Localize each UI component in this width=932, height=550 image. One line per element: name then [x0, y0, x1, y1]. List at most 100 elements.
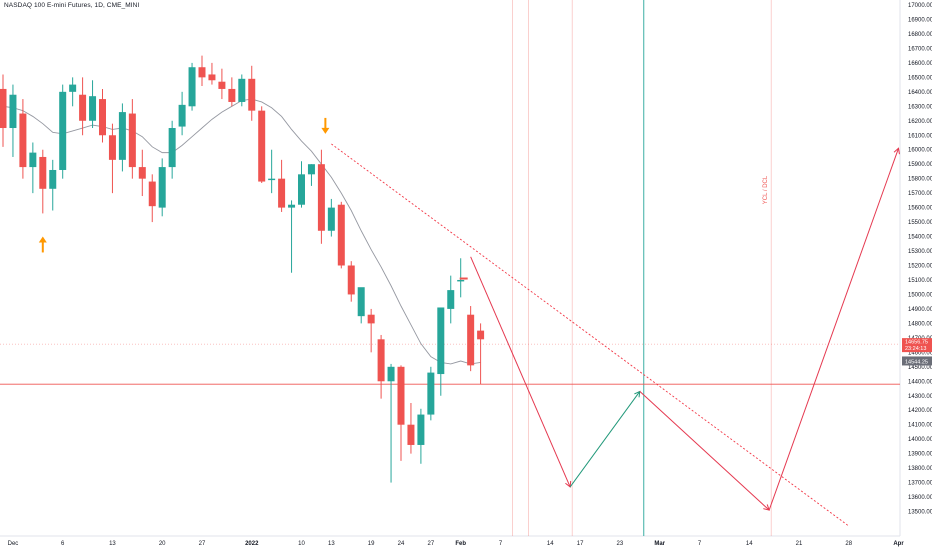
- candle-body: [118, 112, 126, 160]
- candle: [178, 91, 186, 136]
- candle: [69, 77, 77, 107]
- y-tick-label: 16900.00: [908, 17, 932, 23]
- projection-leg-1: [470, 256, 571, 488]
- y-tick-label: 15800.00: [908, 177, 932, 183]
- x-tick-label: 2022: [245, 541, 259, 547]
- y-tick-label: 13700.00: [908, 481, 932, 487]
- y-tick-label: 15100.00: [908, 278, 932, 284]
- candle: [407, 402, 415, 454]
- projection-leg-2: [569, 391, 641, 488]
- candle: [288, 200, 296, 273]
- candle: [39, 149, 47, 214]
- y-tick-label: 16700.00: [908, 46, 932, 52]
- candle-body: [0, 88, 7, 129]
- x-tick-label: 7: [499, 541, 503, 547]
- candle-body: [407, 424, 415, 445]
- candle-body: [39, 156, 47, 189]
- x-tick-label: Mar: [654, 541, 665, 547]
- y-tick-label: 14400.00: [908, 379, 932, 385]
- candle-body: [337, 204, 345, 266]
- candle: [168, 120, 176, 179]
- candle: [208, 62, 216, 85]
- projection-leg-4-arrowhead: [893, 147, 900, 155]
- candle: [9, 84, 17, 157]
- candle-body: [288, 204, 296, 208]
- candle-body: [128, 113, 136, 168]
- trendline: [331, 143, 850, 527]
- candle: [477, 323, 485, 385]
- candle: [79, 77, 87, 136]
- x-tick-label: 21: [796, 541, 803, 547]
- y-tick-label: 14500.00: [908, 365, 932, 371]
- candle: [228, 77, 236, 107]
- down-arrow-marker: [321, 117, 330, 134]
- countdown-value: 23:24:13: [905, 346, 926, 352]
- projection-leg-3: [639, 391, 770, 511]
- candle-body: [317, 164, 325, 231]
- candle-body: [168, 128, 176, 168]
- candle: [397, 365, 405, 461]
- y-tick-label: 16300.00: [908, 104, 932, 110]
- candle: [49, 159, 57, 211]
- candle-body: [108, 135, 116, 160]
- up-arrow-marker: [38, 236, 47, 253]
- projection-leg-4: [768, 148, 899, 511]
- candle-body: [218, 81, 226, 89]
- y-tick-label: 16400.00: [908, 90, 932, 96]
- candle: [357, 287, 365, 324]
- y-tick-label: 14200.00: [908, 408, 932, 414]
- candle-body: [307, 164, 315, 175]
- candle: [59, 84, 67, 179]
- candle: [427, 366, 435, 421]
- candle-body: [427, 372, 435, 415]
- candle-body: [467, 314, 475, 366]
- candle: [0, 74, 7, 147]
- y-tick-label: 14600.00: [908, 350, 932, 356]
- x-tick-label: 23: [617, 541, 624, 547]
- marker-head: [38, 236, 47, 243]
- x-tick-label: Dec: [8, 541, 19, 547]
- candle-body: [298, 174, 305, 205]
- ma-price-value: 14544.25: [905, 359, 928, 365]
- y-tick-label: 14100.00: [908, 423, 932, 429]
- candle: [317, 149, 325, 244]
- candle: [467, 306, 475, 372]
- candle-body: [258, 110, 266, 182]
- candle: [307, 164, 315, 186]
- candle-body: [457, 279, 465, 282]
- candle-body: [79, 94, 87, 121]
- candle-body: [89, 96, 97, 121]
- candle-body: [377, 339, 385, 382]
- candle: [377, 334, 385, 399]
- y-tick-label: 13800.00: [908, 466, 932, 472]
- candle: [298, 161, 305, 208]
- x-tick-label: 20: [159, 541, 166, 547]
- candle: [118, 103, 126, 172]
- x-tick-label: 17: [577, 541, 584, 547]
- candle: [447, 275, 455, 324]
- candle-body: [69, 84, 77, 92]
- x-tick-label: 6: [61, 541, 65, 547]
- y-tick-label: 15000.00: [908, 292, 932, 298]
- candle: [99, 88, 106, 143]
- candle-body: [49, 169, 57, 189]
- y-tick-label: 14300.00: [908, 394, 932, 400]
- candle-body: [178, 104, 186, 127]
- candle-body: [447, 290, 455, 309]
- candle: [19, 99, 27, 179]
- candle-body: [138, 167, 146, 179]
- candle-body: [477, 330, 485, 340]
- candle-body: [367, 314, 375, 324]
- x-tick-label: 13: [109, 541, 116, 547]
- x-tick-label: 27: [428, 541, 435, 547]
- marker-head: [321, 127, 330, 134]
- moving-average-line: [2, 98, 481, 365]
- candle: [198, 55, 206, 87]
- candle: [89, 80, 97, 129]
- candle: [258, 106, 266, 184]
- candle: [417, 408, 425, 464]
- candle-body: [268, 178, 276, 181]
- candle: [128, 99, 136, 179]
